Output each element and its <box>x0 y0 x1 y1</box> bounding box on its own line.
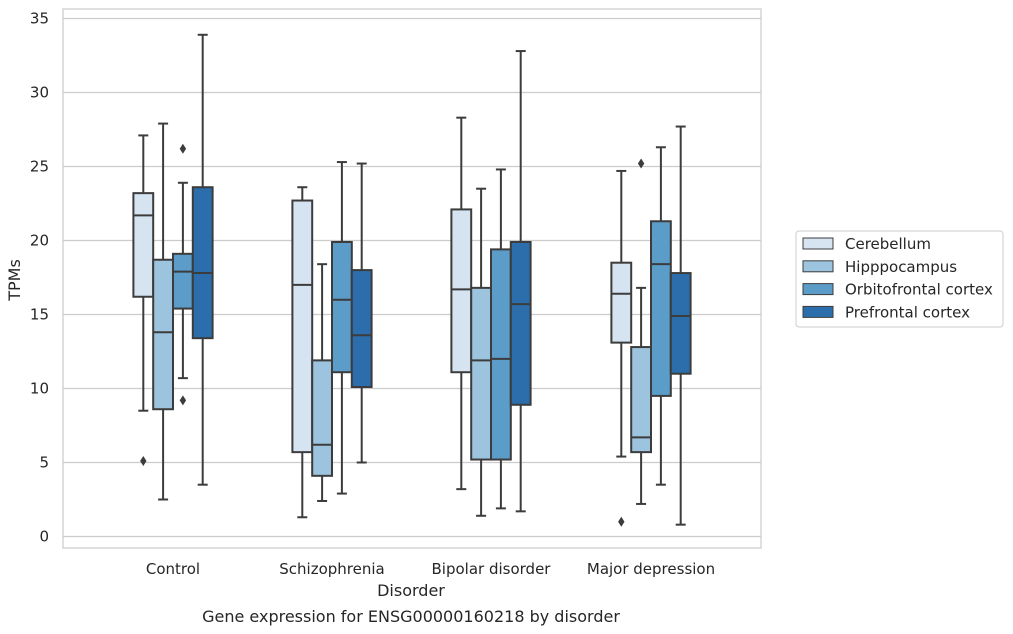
box-major-depression-orbitofrontal-cortex <box>650 146 672 486</box>
box-major-depression-prefrontal-cortex <box>669 125 692 526</box>
legend-frame <box>795 230 1004 328</box>
y-tick-label: 25 <box>30 158 49 176</box>
legend-swatch <box>802 283 834 296</box>
plot-area-frame <box>62 8 762 549</box>
y-tick-label: 0 <box>39 528 49 546</box>
box-schizophrenia-prefrontal-cortex <box>350 162 373 464</box>
x-tick-label: Major depression <box>587 560 715 578</box>
chart-caption: Gene expression for ENSG00000160218 by d… <box>202 607 620 626</box>
legend-swatch <box>802 237 834 250</box>
legend-item: Cerebellum <box>802 235 931 253</box>
x-tick-label: Control <box>146 560 200 578</box>
x-axis-tick-labels: Control Schizophrenia Bipolar disorder Majo… <box>146 560 715 578</box>
x-tick-label: Bipolar disorder <box>432 560 552 578</box>
legend-label: Prefrontal cortex <box>845 303 970 321</box>
x-tick-label: Schizophrenia <box>279 560 384 578</box>
outlier-point <box>637 158 645 169</box>
box-schizophrenia-hipppocampus <box>311 263 334 502</box>
legend-label: Orbitofrontal cortex <box>845 281 993 299</box>
y-tick-label: 30 <box>30 84 49 102</box>
y-tick-label: 5 <box>39 454 49 472</box>
box-bipolar-disorder-cerebellum <box>450 116 473 491</box>
iqr-box <box>610 261 633 344</box>
iqr-box <box>132 192 155 298</box>
iqr-box <box>350 269 373 389</box>
boxes <box>132 33 692 527</box>
legend-item: Hipppocampus <box>802 258 957 276</box>
box-control-cerebellum <box>132 134 155 467</box>
legend-items: Cerebellum Hipppocampus Orbitofrontal cort… <box>802 235 993 321</box>
box-bipolar-disorder-hipppocampus <box>470 187 493 517</box>
y-tick-label: 20 <box>30 232 49 250</box>
box-bipolar-disorder-orbitofrontal-cortex <box>490 168 512 510</box>
legend-label: Hipppocampus <box>845 258 957 276</box>
iqr-box <box>509 240 532 406</box>
outlier-point <box>618 516 625 527</box>
legend: Cerebellum Hipppocampus Orbitofrontal cort… <box>795 230 1004 328</box>
outlier-point <box>179 143 187 154</box>
gridlines <box>63 17 761 538</box>
y-tick-label: 15 <box>30 306 49 324</box>
iqr-box <box>172 252 194 310</box>
legend-swatch <box>802 260 834 273</box>
iqr-box <box>470 286 493 461</box>
iqr-box <box>331 240 353 374</box>
iqr-box <box>291 199 314 454</box>
box-bipolar-disorder-prefrontal-cortex <box>509 50 532 513</box>
legend-label: Cerebellum <box>845 235 931 253</box>
iqr-box <box>311 359 334 477</box>
box-major-depression-cerebellum <box>610 169 633 527</box>
legend-item: Orbitofrontal cortex <box>802 281 993 299</box>
outlier-point <box>140 456 147 467</box>
iqr-box <box>669 272 692 375</box>
legend-swatch <box>802 305 834 318</box>
iqr-box <box>450 208 473 374</box>
box-major-depression-hipppocampus <box>630 158 653 505</box>
y-axis-tick-labels: 0 5 10 15 20 25 30 35 <box>30 10 49 546</box>
outlier-point <box>179 395 187 406</box>
x-axis-title: Disorder <box>377 581 445 600</box>
box-schizophrenia-cerebellum <box>291 186 314 519</box>
y-tick-label: 35 <box>30 10 49 28</box>
box-control-prefrontal-cortex <box>191 33 214 486</box>
iqr-box <box>650 220 672 397</box>
iqr-box <box>191 186 214 340</box>
box-control-orbitofrontal-cortex <box>172 143 194 406</box>
iqr-box <box>152 258 174 411</box>
iqr-box <box>490 248 512 461</box>
box-schizophrenia-orbitofrontal-cortex <box>331 161 353 495</box>
legend-item: Prefrontal cortex <box>802 303 970 321</box>
y-axis-title: TPMs <box>5 259 24 302</box>
iqr-box <box>630 346 653 454</box>
box-control-hipppocampus <box>152 122 174 501</box>
y-tick-label: 10 <box>30 380 49 398</box>
